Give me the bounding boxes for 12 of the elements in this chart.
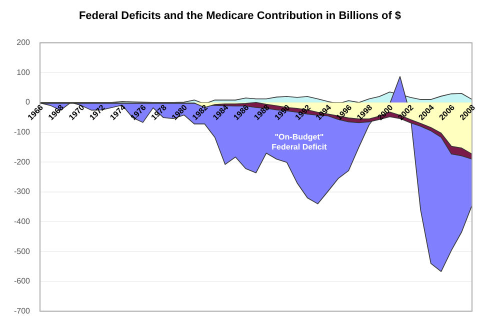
y-tick-label: 0 — [26, 98, 31, 107]
y-tick-label: 200 — [16, 38, 31, 48]
y-tick-label: -700 — [14, 306, 31, 316]
y-tick-label: -500 — [14, 246, 31, 256]
y-tick-label: -300 — [14, 187, 31, 196]
y-tick-label: -200 — [14, 157, 31, 166]
chart-title: Federal Deficits and the Medicare Contribution in Billions of $ — [78, 10, 402, 24]
y-tick-label: -100 — [14, 127, 31, 136]
y-tick-label: -400 — [14, 216, 31, 226]
annotation: "On-Budget" Federal Deficit — [272, 132, 328, 152]
y-tick-label: -600 — [14, 276, 31, 286]
y-tick-label: 100 — [16, 68, 31, 77]
